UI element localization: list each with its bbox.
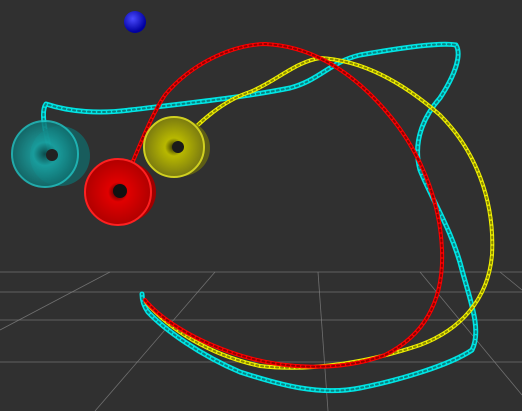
- robot-hub: [172, 141, 184, 153]
- ground-grid: [0, 271, 522, 411]
- grid-line: [499, 271, 522, 291]
- grid-line: [0, 271, 111, 331]
- yellow-robot: [143, 116, 210, 178]
- cyan-robot: [11, 120, 90, 188]
- trail-dots: [145, 57, 494, 369]
- robot-disc: [11, 120, 79, 188]
- trail-dots: [119, 43, 444, 368]
- robot-hub: [113, 184, 127, 198]
- red-trail: [118, 42, 445, 369]
- grid-line: [94, 271, 216, 411]
- red-robot: [84, 158, 156, 226]
- yellow-trail: [144, 56, 495, 370]
- goal-sphere: [124, 11, 146, 33]
- robot-hub: [46, 149, 58, 161]
- cyan-trail: [41, 41, 479, 394]
- grid-line: [317, 271, 329, 411]
- trail-dots: [42, 43, 477, 392]
